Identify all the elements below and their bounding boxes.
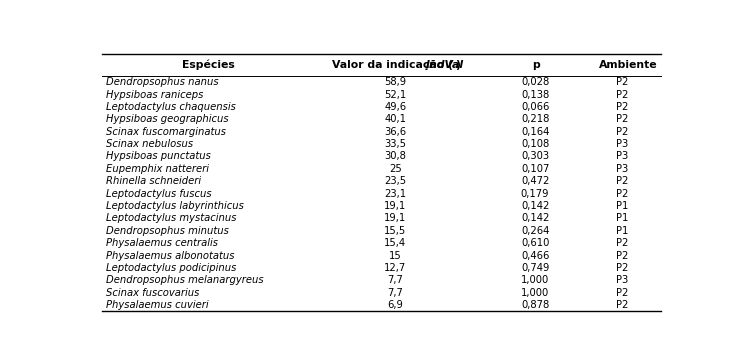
Text: 0,138: 0,138 [521,89,549,99]
Text: ): ) [455,60,460,70]
Text: Physalaemus centralis: Physalaemus centralis [106,238,218,248]
Text: 0,218: 0,218 [521,114,549,124]
Text: p: p [532,60,540,70]
Text: Hypsiboas punctatus: Hypsiboas punctatus [106,151,211,162]
Text: 0,028: 0,028 [521,77,549,87]
Text: Leptodactylus fuscus: Leptodactylus fuscus [106,188,212,199]
Text: Physalaemus cuvieri: Physalaemus cuvieri [106,300,209,310]
Text: P2: P2 [615,77,628,87]
Text: 0,264: 0,264 [521,226,549,236]
Text: 52,1: 52,1 [384,89,406,99]
Text: 12,7: 12,7 [384,263,406,273]
Text: 19,1: 19,1 [384,213,406,223]
Text: 0,303: 0,303 [521,151,549,162]
Text: 23,1: 23,1 [384,188,406,199]
Text: P1: P1 [615,201,628,211]
Text: 6,9: 6,9 [388,300,403,310]
Text: 58,9: 58,9 [384,77,406,87]
Text: P3: P3 [616,151,628,162]
Text: Ambiente: Ambiente [599,60,658,70]
Text: Rhinella schneideri: Rhinella schneideri [106,176,202,186]
Text: 7,7: 7,7 [388,288,403,298]
Text: Dendropsophus melanargyreus: Dendropsophus melanargyreus [106,275,264,285]
Text: 0,164: 0,164 [521,127,549,137]
Text: Scinax fuscovarius: Scinax fuscovarius [106,288,199,298]
Text: 30,8: 30,8 [385,151,406,162]
Text: 1,000: 1,000 [521,275,549,285]
Text: Eupemphix nattereri: Eupemphix nattereri [106,164,209,174]
Text: P2: P2 [615,176,628,186]
Text: P2: P2 [615,188,628,199]
Text: Scinax fuscomarginatus: Scinax fuscomarginatus [106,127,226,137]
Text: 25: 25 [389,164,402,174]
Text: Hypsiboas geographicus: Hypsiboas geographicus [106,114,229,124]
Text: P2: P2 [615,288,628,298]
Text: 19,1: 19,1 [384,201,406,211]
Text: 15: 15 [389,251,402,261]
Text: 15,5: 15,5 [384,226,406,236]
Text: P2: P2 [615,300,628,310]
Text: 0,749: 0,749 [521,263,549,273]
Text: 0,066: 0,066 [521,102,549,112]
Text: Valor da indicação (: Valor da indicação ( [332,60,452,70]
Text: 7,7: 7,7 [388,275,403,285]
Text: P3: P3 [616,164,628,174]
Text: P3: P3 [616,275,628,285]
Text: 33,5: 33,5 [385,139,406,149]
Text: P1: P1 [615,213,628,223]
Text: 1,000: 1,000 [521,288,549,298]
Text: 0,466: 0,466 [521,251,549,261]
Text: Leptodactylus chaquensis: Leptodactylus chaquensis [106,102,236,112]
Text: P3: P3 [616,139,628,149]
Text: 49,6: 49,6 [384,102,406,112]
Text: Leptodactylus labyrinthicus: Leptodactylus labyrinthicus [106,201,244,211]
Text: 0,142: 0,142 [521,213,549,223]
Text: 0,142: 0,142 [521,201,549,211]
Text: Physalaemus albonotatus: Physalaemus albonotatus [106,251,235,261]
Text: IndVal: IndVal [426,60,464,70]
Text: P2: P2 [615,102,628,112]
Text: 0,472: 0,472 [521,176,549,186]
Text: P2: P2 [615,238,628,248]
Text: Scinax nebulosus: Scinax nebulosus [106,139,193,149]
Text: Dendropsophus minutus: Dendropsophus minutus [106,226,229,236]
Text: Leptodactylus podicipinus: Leptodactylus podicipinus [106,263,237,273]
Text: 15,4: 15,4 [384,238,406,248]
Text: 40,1: 40,1 [385,114,406,124]
Text: Hypsiboas raniceps: Hypsiboas raniceps [106,89,204,99]
Text: 23,5: 23,5 [384,176,406,186]
Text: 0,108: 0,108 [521,139,549,149]
Text: P2: P2 [615,127,628,137]
Text: Leptodactylus mystacinus: Leptodactylus mystacinus [106,213,237,223]
Text: 36,6: 36,6 [384,127,406,137]
Text: P2: P2 [615,251,628,261]
Text: Espécies: Espécies [182,60,234,70]
Text: P2: P2 [615,89,628,99]
Text: P1: P1 [615,226,628,236]
Text: 0,107: 0,107 [521,164,549,174]
Text: Dendropsophus nanus: Dendropsophus nanus [106,77,219,87]
Text: P2: P2 [615,263,628,273]
Text: 0,610: 0,610 [521,238,549,248]
Text: 0,878: 0,878 [521,300,549,310]
Text: 0,179: 0,179 [521,188,549,199]
Text: P2: P2 [615,114,628,124]
